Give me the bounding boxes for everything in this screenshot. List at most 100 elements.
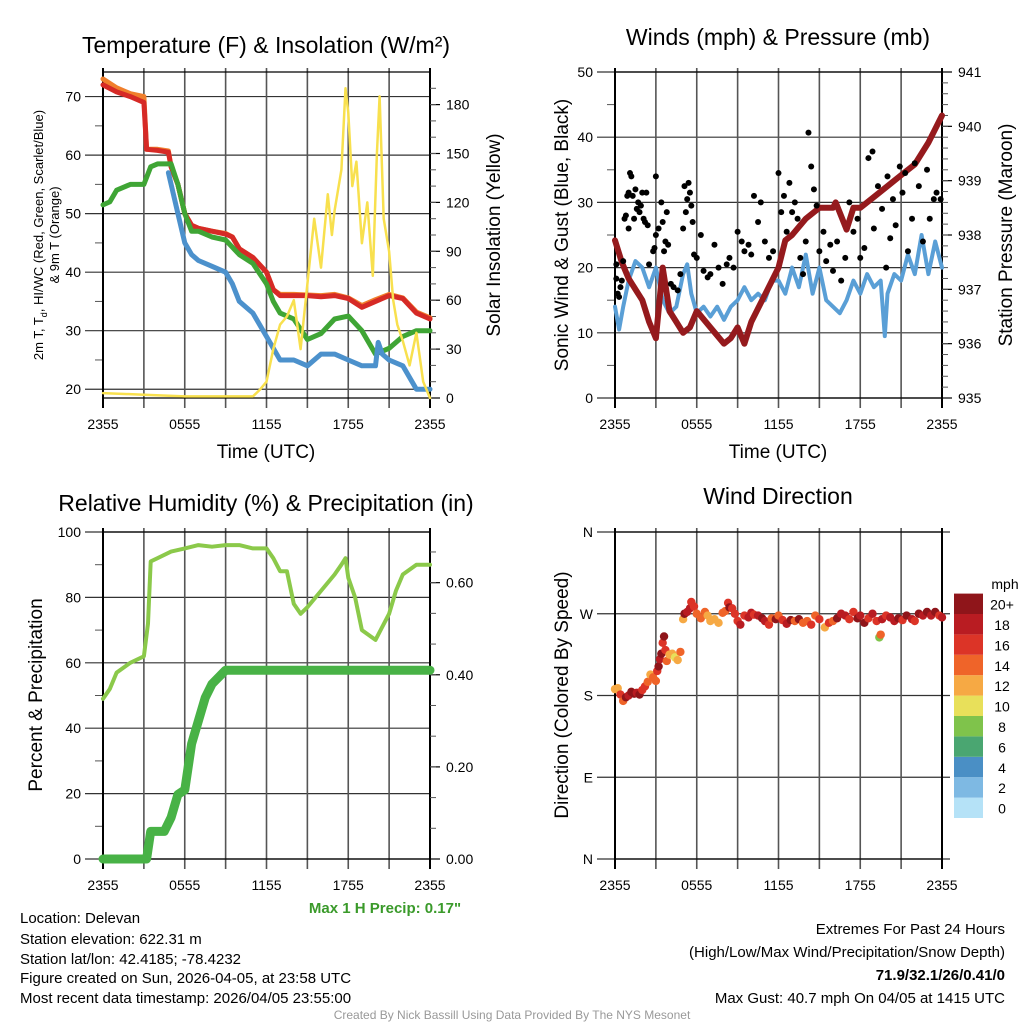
elevation-text: Station elevation: 622.31 m bbox=[20, 931, 202, 948]
location-text: Location: Delevan bbox=[20, 910, 140, 927]
y-tick-label: 30 bbox=[577, 194, 593, 210]
gust-point bbox=[723, 261, 730, 268]
gust-point bbox=[805, 129, 812, 136]
wind-xlabel: Time (UTC) bbox=[729, 442, 828, 463]
speed-legend-label: 12 bbox=[994, 678, 1010, 694]
speed-legend-swatch bbox=[954, 634, 983, 655]
gust-point bbox=[738, 238, 745, 245]
y-right-tick-label: 941 bbox=[958, 64, 982, 80]
gust-point bbox=[770, 248, 777, 255]
y-right-tick-label: 60 bbox=[446, 292, 462, 308]
gust-point bbox=[707, 271, 714, 278]
gust-point bbox=[618, 277, 625, 284]
gust-point bbox=[616, 293, 623, 300]
y-tick-label: 20 bbox=[65, 786, 81, 802]
gust-point bbox=[637, 202, 644, 209]
gust-point bbox=[658, 199, 665, 206]
gust-point bbox=[857, 254, 864, 261]
figure-created-text: Figure created on Sun, 2026-04-05, at 23… bbox=[20, 970, 351, 987]
wind-direction-point bbox=[730, 609, 740, 618]
gust-point bbox=[870, 225, 877, 232]
wind-ylabel: Sonic Wind & Gust (Blue, Black) bbox=[552, 99, 573, 371]
speed-legend-swatch bbox=[954, 675, 983, 696]
x-tick-label: 1755 bbox=[333, 877, 364, 893]
wind-direction-point bbox=[613, 684, 622, 693]
gust-point bbox=[899, 189, 906, 196]
wind-direction-point bbox=[673, 655, 682, 665]
gust-point bbox=[789, 209, 796, 216]
gust-point bbox=[861, 245, 868, 252]
gust-point bbox=[680, 225, 687, 232]
x-tick-label: 1155 bbox=[251, 877, 281, 893]
wind-direction-point bbox=[856, 611, 865, 620]
gust-point bbox=[655, 225, 662, 232]
gust-point bbox=[750, 192, 757, 199]
gust-point bbox=[663, 209, 670, 216]
y-right-tick-label: 0.40 bbox=[446, 667, 473, 683]
gust-point bbox=[631, 215, 638, 222]
gust-point bbox=[884, 173, 891, 180]
y-tick-label: 50 bbox=[577, 64, 593, 80]
x-tick-label: 2355 bbox=[599, 877, 630, 893]
speed-legend-swatch bbox=[954, 614, 983, 635]
series-rh bbox=[101, 543, 432, 701]
gust-point bbox=[674, 287, 681, 294]
wind-direction-point bbox=[868, 609, 877, 618]
y-tick-label: 20 bbox=[65, 381, 81, 397]
series-td bbox=[100, 161, 433, 357]
x-tick-label: 0555 bbox=[169, 877, 200, 893]
temp-ylabel-part: , HI/WC (Red, Green, Scarlet/Blue) bbox=[31, 110, 46, 312]
y-tick-label: 80 bbox=[65, 589, 81, 605]
gust-point bbox=[659, 218, 666, 225]
credit-text: Created By Nick Bassill Using Data Provi… bbox=[334, 1008, 691, 1022]
gust-point bbox=[652, 173, 659, 180]
wind-direction-point bbox=[654, 662, 663, 671]
speed-legend-swatch bbox=[954, 695, 983, 716]
gust-point bbox=[842, 254, 849, 261]
wdir-plot: N E S W N 2355 0555 1155 1755 2355 bbox=[580, 524, 958, 893]
max-gust-text: Max Gust: 40.7 mph On 04/05 at 1415 UTC bbox=[715, 990, 1005, 1007]
gust-point bbox=[797, 254, 804, 261]
wind-direction-point bbox=[662, 656, 671, 666]
gust-point bbox=[636, 209, 643, 216]
gust-point bbox=[827, 241, 834, 248]
x-tick-label: 1755 bbox=[333, 416, 364, 432]
gust-point bbox=[685, 179, 692, 186]
wind-direction-point bbox=[807, 620, 816, 629]
gust-point bbox=[879, 205, 886, 212]
speed-legend-label: 16 bbox=[994, 637, 1010, 653]
y-right-tick-label: 180 bbox=[446, 97, 470, 113]
y-tick-label: 40 bbox=[577, 129, 593, 145]
speed-legend-label: 4 bbox=[998, 760, 1006, 776]
gust-point bbox=[780, 192, 787, 199]
speed-legend-swatch bbox=[954, 736, 983, 757]
speed-legend-swatch bbox=[954, 756, 983, 778]
series-precip bbox=[98, 665, 435, 864]
temp-ylabel-line2: & 9m T (Orange) bbox=[47, 186, 62, 283]
wdir-chart-title: Wind Direction bbox=[703, 483, 853, 509]
gust-point bbox=[745, 241, 752, 248]
gust-point bbox=[681, 183, 688, 190]
gust-point bbox=[915, 183, 922, 190]
gust-point bbox=[651, 245, 658, 252]
gust-point bbox=[726, 254, 733, 261]
gust-point bbox=[632, 186, 639, 193]
rh-chart-title: Relative Humidity (%) & Precipitation (i… bbox=[58, 490, 473, 516]
y-tick-label: E bbox=[584, 769, 593, 785]
gust-point bbox=[734, 228, 741, 235]
wind-direction-point bbox=[659, 632, 669, 641]
wind-direction-point bbox=[845, 615, 854, 624]
y-right-tick-label: 0.20 bbox=[446, 759, 473, 775]
gust-point bbox=[783, 228, 790, 235]
gust-point bbox=[810, 186, 817, 193]
gust-point bbox=[665, 241, 672, 248]
gust-point bbox=[924, 166, 931, 173]
wind-direction-point bbox=[910, 616, 919, 626]
gust-point bbox=[775, 170, 782, 177]
y-tick-label: 40 bbox=[65, 720, 81, 736]
y-right-tick-label: 0.00 bbox=[446, 851, 473, 867]
y-right-tick-label: 0.60 bbox=[446, 575, 473, 591]
temp-ylabel-part: 2m T, T bbox=[31, 317, 46, 360]
gust-point bbox=[937, 196, 944, 203]
